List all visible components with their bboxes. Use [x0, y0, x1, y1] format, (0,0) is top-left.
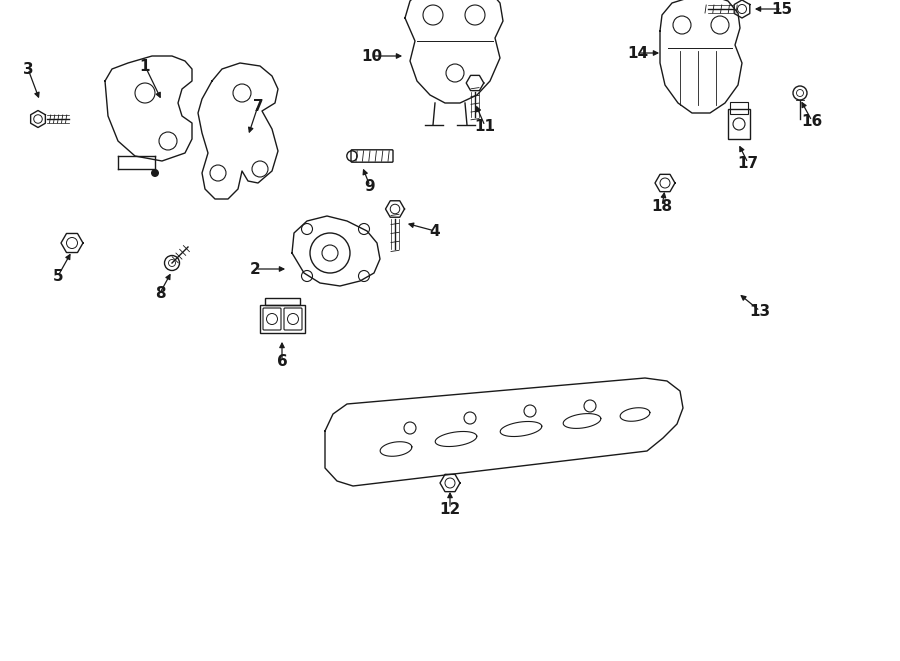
Text: 2: 2 [249, 262, 260, 276]
Polygon shape [105, 56, 192, 161]
Text: 18: 18 [652, 198, 672, 214]
Text: 13: 13 [750, 303, 770, 319]
Text: 9: 9 [364, 178, 375, 194]
Text: 6: 6 [276, 354, 287, 368]
Text: 5: 5 [53, 268, 63, 284]
Text: 16: 16 [801, 114, 823, 128]
Text: 11: 11 [474, 118, 496, 134]
Text: 12: 12 [439, 502, 461, 516]
Text: 7: 7 [253, 98, 264, 114]
Text: 3: 3 [22, 61, 33, 77]
Text: 17: 17 [737, 155, 759, 171]
Polygon shape [325, 378, 683, 486]
Text: 1: 1 [140, 59, 150, 73]
Text: 14: 14 [627, 46, 649, 61]
Text: 8: 8 [155, 286, 166, 301]
Polygon shape [405, 0, 503, 103]
Text: 4: 4 [429, 223, 440, 239]
Polygon shape [292, 216, 380, 286]
Polygon shape [660, 0, 742, 113]
Circle shape [151, 169, 159, 177]
Text: 10: 10 [362, 48, 382, 63]
Polygon shape [198, 63, 278, 199]
Text: 15: 15 [771, 1, 793, 17]
